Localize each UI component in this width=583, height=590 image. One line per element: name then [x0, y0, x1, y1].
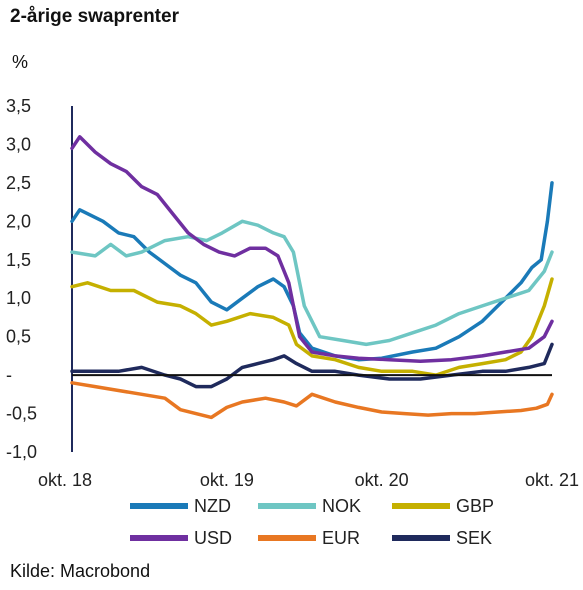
series-line-nzd: [70, 181, 554, 362]
source-note: Kilde: Macrobond: [10, 561, 151, 581]
x-tick-label: okt. 18: [38, 470, 92, 490]
y-tick-label: -: [6, 365, 12, 385]
series-line-nok: [70, 219, 554, 347]
legend-label-sek: SEK: [456, 528, 492, 548]
chart-title: 2-årige swaprenter: [10, 6, 179, 27]
y-axis-unit: %: [12, 52, 29, 72]
y-tick-label: -0,5: [6, 404, 37, 424]
y-tick-label: 1,5: [6, 250, 31, 270]
y-tick-label: 3,5: [6, 96, 31, 116]
x-tick-label: okt. 21: [525, 470, 579, 490]
legend-label-nzd: NZD: [194, 496, 231, 516]
x-tick-label: okt. 19: [200, 470, 254, 490]
legend-label-gbp: GBP: [456, 496, 494, 516]
y-tick-label: 2,5: [6, 173, 31, 193]
series-line-usd: [70, 135, 554, 364]
y-tick-label: -1,0: [6, 442, 37, 462]
y-tick-label: 1,0: [6, 288, 31, 308]
series-line-eur: [70, 381, 554, 420]
y-tick-label: 2,0: [6, 211, 31, 231]
y-tick-label: 0,5: [6, 327, 31, 347]
y-tick-label: 3,0: [6, 134, 31, 154]
legend-label-eur: EUR: [322, 528, 360, 548]
legend-label-usd: USD: [194, 528, 232, 548]
legend-label-nok: NOK: [322, 496, 361, 516]
x-tick-label: okt. 20: [355, 470, 409, 490]
series-line-gbp: [70, 277, 554, 377]
